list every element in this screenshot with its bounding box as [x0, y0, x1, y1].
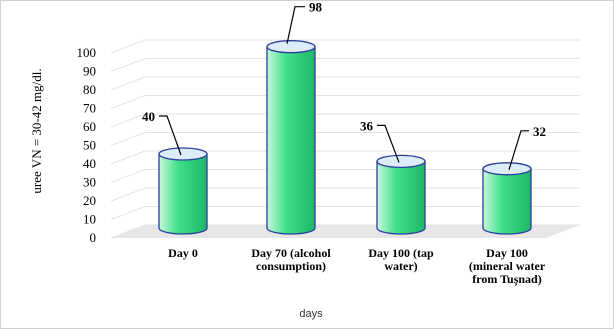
y-tick-label: 20: [83, 193, 96, 208]
x-axis-title: days: [299, 308, 323, 320]
y-tick-label: 70: [83, 101, 96, 116]
bar-top: [158, 147, 208, 161]
bar-body: [158, 153, 208, 235]
x-tick-label: Day 70 (alcohol consumption): [251, 246, 331, 273]
data-label-text: 40: [142, 109, 155, 124]
data-label-text: 98: [309, 1, 323, 15]
data-label: 40: [142, 109, 182, 156]
y-tick-label: 60: [83, 119, 96, 134]
y-tick-label: 90: [83, 64, 96, 79]
leader-line: [377, 124, 400, 163]
y-tick-label: 50: [83, 138, 96, 153]
x-tick-label: Day 100 (mineral water from Tușnad): [469, 246, 546, 287]
y-tick-label: 0: [90, 230, 97, 245]
y-tick-label: 40: [83, 156, 96, 171]
grid-lines: [110, 39, 580, 239]
bar-top: [376, 154, 426, 169]
category-labels: Day 0 Day 70 (alcohol consumption) Day 100 …: [168, 246, 546, 287]
y-tick-labels: 0 10 20 30 40 50 60 70 80 90 100: [77, 45, 97, 245]
bar-top: [482, 162, 532, 176]
bar: [482, 162, 532, 235]
grid-line: [110, 150, 580, 165]
x-tick-label: Day 0: [168, 246, 198, 260]
bar-body: [266, 46, 316, 235]
leader-line: [286, 6, 305, 44]
grid-line: [110, 76, 580, 91]
grid-line: [110, 169, 580, 183]
leader-line: [508, 130, 529, 170]
grid-line: [110, 206, 580, 220]
data-label-text: 32: [533, 124, 546, 139]
grid-line: [110, 39, 580, 54]
bar-top: [266, 40, 316, 54]
grid-line: [110, 187, 580, 202]
grid-line: [110, 113, 580, 128]
bars: [158, 40, 532, 235]
data-label-text: 36: [360, 118, 374, 133]
data-label: 36: [360, 118, 400, 163]
y-axis-title: uree VN = 30-42 mg/dl.: [29, 68, 44, 193]
y-tick-label: 10: [83, 212, 96, 227]
chart-floor: [111, 225, 580, 238]
grid-line: [110, 58, 580, 72]
y-tick-label: 30: [83, 175, 96, 190]
data-label: 32: [508, 124, 546, 170]
y-tick-label: 100: [77, 45, 97, 60]
y-tick-label: 80: [83, 82, 96, 97]
bar: [158, 147, 208, 235]
leader-line: [159, 115, 182, 156]
bar: [376, 154, 426, 235]
grid-line: [110, 132, 580, 146]
bar-body: [482, 168, 532, 235]
data-labels: 40 98 36 32: [142, 1, 546, 170]
x-tick-label: Day 100 (tap water): [368, 246, 434, 273]
grid-line: [110, 95, 580, 109]
bar-body: [376, 160, 426, 235]
bar: [266, 40, 316, 235]
data-label: 98: [286, 1, 323, 44]
